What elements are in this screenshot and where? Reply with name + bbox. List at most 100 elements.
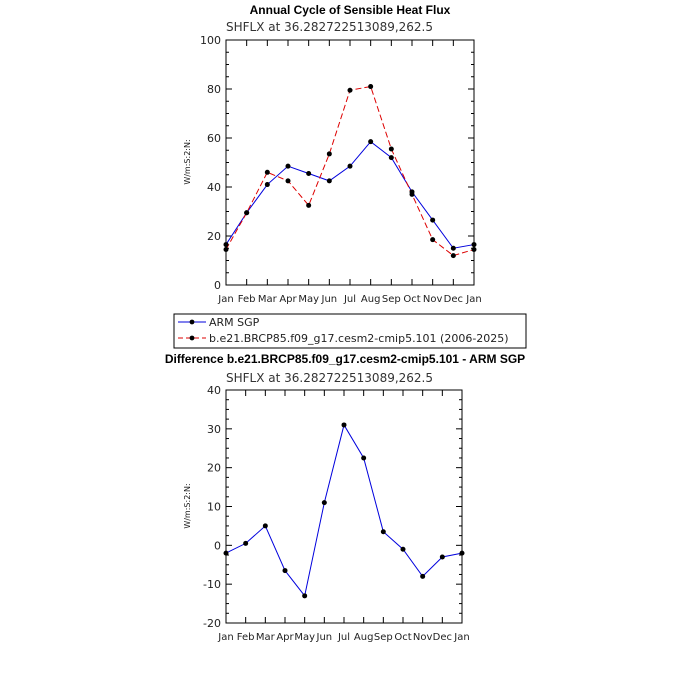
c2-ytick-label: 10 <box>207 501 221 514</box>
c1-point-1 <box>368 84 374 90</box>
c1-ytick-label: 80 <box>207 83 221 96</box>
c2-point-0 <box>459 550 465 556</box>
difference-chart: Difference b.e21.BRCP85.f09_g17.cesm2-cm… <box>165 352 525 643</box>
c1-point-1 <box>347 87 353 93</box>
legend-label-obs: ARM SGP <box>209 316 260 329</box>
chart2-ylabel: W/m:S:2:N: <box>183 483 192 528</box>
c1-point-1 <box>450 253 456 259</box>
c1-point-0 <box>223 242 229 248</box>
chart1-y-tick-labels: 0 20 40 60 80 100 <box>200 34 221 292</box>
c1-point-0 <box>430 217 436 223</box>
chart1-series <box>223 84 477 259</box>
c2-ytick-label: 0 <box>214 539 221 552</box>
c2-ytick-label: -10 <box>203 578 221 591</box>
c2-xtick-label: Nov <box>413 632 433 643</box>
c2-point-0 <box>439 554 445 560</box>
legend: ARM SGP b.e21.BRCP85.f09_g17.cesm2-cmip5… <box>173 313 527 349</box>
c1-ytick-label: 0 <box>214 279 221 292</box>
c1-ytick-label: 40 <box>207 181 221 194</box>
c2-point-0 <box>400 546 406 552</box>
chart2-ticks <box>225 389 463 624</box>
c1-point-1 <box>306 202 312 208</box>
legend-box <box>173 313 527 349</box>
c2-ytick-label: 40 <box>207 384 221 397</box>
chart2-y-tick-labels: -20 -10 0 10 20 30 40 <box>203 384 221 630</box>
legend-marker-obs <box>189 319 195 325</box>
c2-xtick-label: Dec <box>433 632 452 643</box>
c2-xtick-label: Jul <box>337 632 350 643</box>
c2-point-0 <box>321 500 327 506</box>
c1-xtick-label: Feb <box>238 294 256 305</box>
chart1-plot-frame <box>225 39 475 286</box>
c1-point-1 <box>388 146 394 152</box>
c1-point-0 <box>264 182 270 188</box>
c2-point-0 <box>243 540 249 546</box>
c2-point-0 <box>262 523 268 529</box>
c1-xtick-label: Mar <box>258 294 278 305</box>
chart1-subtitle: SHFLX at 36.282722513089,262.5 <box>226 20 433 34</box>
c1-xtick-label: Nov <box>423 294 443 305</box>
chart1-x-tick-labels: Jan Feb Mar Apr May Jun Jul Aug Sep Oct Nov Dec Jan <box>217 294 481 305</box>
c1-point-0 <box>285 163 291 169</box>
c2-xtick-label: Mar <box>256 632 276 643</box>
c2-ytick-label: -20 <box>203 617 221 630</box>
c1-xtick-label: Aug <box>361 294 381 305</box>
c1-point-1 <box>264 169 270 175</box>
c1-point-1 <box>285 178 291 184</box>
legend-label-model: b.e21.BRCP85.f09_g17.cesm2-cmip5.101 (20… <box>209 332 509 345</box>
c1-point-1 <box>471 246 477 252</box>
c2-point-0 <box>361 455 367 461</box>
c1-point-0 <box>450 245 456 251</box>
c1-xtick-label: Jan <box>217 294 233 305</box>
c2-series-line-0 <box>225 423 463 597</box>
c1-xtick-label: Jan <box>465 294 481 305</box>
c2-xtick-label: Oct <box>394 632 411 643</box>
c1-ytick-label: 20 <box>207 230 221 243</box>
c1-ytick-label: 100 <box>200 34 221 47</box>
c2-point-0 <box>341 422 347 428</box>
c2-xtick-label: Jan <box>217 632 233 643</box>
chart2-series <box>223 422 465 599</box>
c1-point-0 <box>388 155 394 161</box>
c2-xtick-label: Apr <box>276 632 294 643</box>
c2-xtick-label: Jan <box>453 632 469 643</box>
c1-point-1 <box>223 246 229 252</box>
c1-point-1 <box>409 191 415 197</box>
c1-point-0 <box>368 139 374 145</box>
chart2-x-tick-labels: Jan Feb Mar Apr May Jun Jul Aug Sep Oct Nov Dec Jan <box>217 632 469 643</box>
c2-xtick-label: May <box>294 632 315 643</box>
c1-point-0 <box>326 178 332 184</box>
c1-point-0 <box>347 163 353 169</box>
c2-ytick-label: 20 <box>207 462 221 475</box>
c2-point-0 <box>420 573 426 579</box>
c1-xtick-label: Jul <box>343 294 356 305</box>
c1-series-line-1 <box>225 85 475 257</box>
c1-point-1 <box>430 237 436 243</box>
c1-point-1 <box>326 151 332 157</box>
annual-cycle-chart: Annual Cycle of Sensible Heat Flux SHFLX… <box>183 3 482 305</box>
c1-xtick-label: May <box>298 294 319 305</box>
c2-xtick-label: Jun <box>316 632 333 643</box>
legend-marker-model <box>189 335 195 341</box>
c1-ytick-label: 60 <box>207 132 221 145</box>
c1-xtick-label: Oct <box>403 294 420 305</box>
c1-series-line-0 <box>225 140 475 249</box>
c2-ytick-label: 30 <box>207 423 221 436</box>
c1-xtick-label: Dec <box>444 294 463 305</box>
chart2-subtitle: SHFLX at 36.282722513089,262.5 <box>226 371 433 385</box>
c1-point-1 <box>244 210 250 216</box>
c1-xtick-label: Sep <box>382 294 401 305</box>
c2-xtick-label: Feb <box>237 632 255 643</box>
c2-xtick-label: Sep <box>374 632 393 643</box>
c1-point-0 <box>471 242 477 248</box>
chart1-ylabel: W/m:S:2:N: <box>183 139 192 184</box>
c1-point-0 <box>306 171 312 177</box>
c2-xtick-label: Aug <box>354 632 374 643</box>
c2-point-0 <box>282 568 288 574</box>
chart2-title: Difference b.e21.BRCP85.f09_g17.cesm2-cm… <box>165 352 525 366</box>
chart1-ticks <box>225 39 475 286</box>
chart1-title: Annual Cycle of Sensible Heat Flux <box>250 3 451 17</box>
c1-xtick-label: Jun <box>321 294 338 305</box>
c2-point-0 <box>380 529 386 535</box>
